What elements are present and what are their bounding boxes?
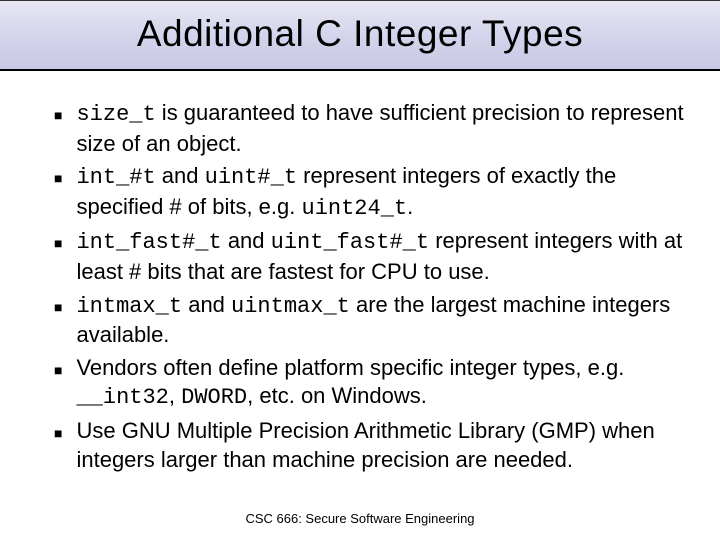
code-span: size_t [76, 102, 155, 127]
slide-content: ■ size_t is guaranteed to have sufficient… [0, 71, 720, 474]
bullet-item: ■ Vendors often define platform specific … [54, 354, 684, 413]
bullet-marker-icon: ■ [54, 169, 62, 187]
code-span: int_fast#_t [76, 230, 221, 255]
bullet-item: ■ size_t is guaranteed to have sufficient… [54, 99, 684, 158]
bullet-item: ■ Use GNU Multiple Precision Arithmetic L… [54, 417, 684, 474]
text-span: Use GNU Multiple Precision Arithmetic Li… [76, 418, 654, 472]
code-span: uint24_t [302, 196, 408, 221]
code-span: uintmax_t [231, 294, 350, 319]
bullet-marker-icon: ■ [54, 106, 62, 124]
slide-title: Additional C Integer Types [0, 13, 720, 55]
bullet-text: size_t is guaranteed to have sufficient … [76, 99, 684, 158]
bullet-text: Use GNU Multiple Precision Arithmetic Li… [76, 417, 684, 474]
code-span: int_#t [76, 165, 155, 190]
text-span: , [169, 383, 181, 408]
bullet-item: ■ int_#t and uint#_t represent integers o… [54, 162, 684, 223]
bullet-text: intmax_t and uintmax_t are the largest m… [76, 291, 684, 350]
text-span: and [222, 228, 271, 253]
text-span: . [407, 194, 413, 219]
code-span: __int32 [76, 385, 168, 410]
code-span: uint#_t [205, 165, 297, 190]
slide-footer: CSC 666: Secure Software Engineering [0, 511, 720, 526]
bullet-marker-icon: ■ [54, 298, 62, 316]
text-span: and [182, 292, 231, 317]
code-span: uint_fast#_t [271, 230, 429, 255]
bullet-item: ■ int_fast#_t and uint_fast#_t represent … [54, 227, 684, 286]
bullet-marker-icon: ■ [54, 234, 62, 252]
code-span: DWORD [181, 385, 247, 410]
text-span: and [156, 163, 205, 188]
text-span: is guaranteed to have sufficient precisi… [76, 100, 683, 156]
bullet-text: Vendors often define platform specific i… [76, 354, 684, 413]
text-span: Vendors often define platform specific i… [76, 355, 624, 380]
code-span: intmax_t [76, 294, 182, 319]
bullet-text: int_fast#_t and uint_fast#_t represent i… [76, 227, 684, 286]
title-bar: Additional C Integer Types [0, 0, 720, 71]
bullet-text: int_#t and uint#_t represent integers of… [76, 162, 684, 223]
text-span: , etc. on Windows. [247, 383, 427, 408]
bullet-marker-icon: ■ [54, 361, 62, 379]
bullet-item: ■ intmax_t and uintmax_t are the largest … [54, 291, 684, 350]
bullet-marker-icon: ■ [54, 424, 62, 442]
